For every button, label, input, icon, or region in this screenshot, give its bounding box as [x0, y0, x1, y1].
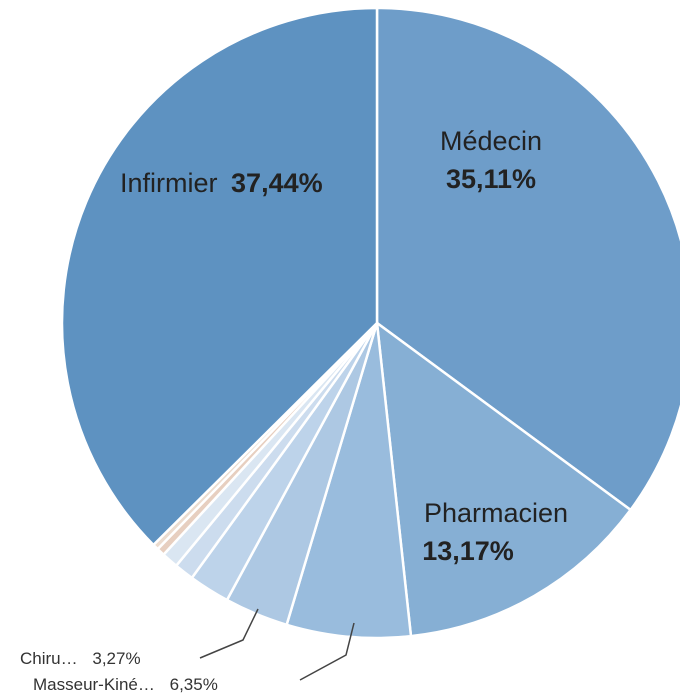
leader-line-chiru [199, 608, 259, 659]
pie-slices [60, 6, 680, 640]
slice-value-masseur-kine: 6,35% [170, 675, 218, 694]
pie-slice-infirmier [60, 6, 379, 547]
leader-line-masseur [299, 622, 355, 681]
slice-value-medecin: 35,11% [446, 164, 536, 194]
slice-label-infirmier: Infirmier 37,44% [120, 168, 323, 198]
pie-slice-pharmacien [375, 321, 632, 638]
slice-label-chiru-name: Chiru… [20, 649, 78, 668]
slice-value-infirmier: 37,44% [231, 168, 323, 198]
leader-lines [199, 608, 355, 681]
pie-slice-medecin [375, 6, 680, 512]
slice-label-infirmier-name: Infirmier [120, 168, 218, 198]
slice-value-pharmacien: 13,17% [422, 536, 514, 566]
slice-value-chiru: 3,27% [92, 649, 140, 668]
slice-label-medecin: Médecin [440, 126, 542, 156]
pie-slice-masseur-kine [285, 321, 413, 640]
slice-label-pharmacien: Pharmacien [424, 498, 568, 528]
slice-label-chiru: Chiru… 3,27% [20, 649, 141, 668]
slice-label-masseur-kine-name: Masseur-Kiné… [33, 675, 155, 694]
slice-label-masseur-kine: Masseur-Kiné… 6,35% [33, 675, 218, 694]
